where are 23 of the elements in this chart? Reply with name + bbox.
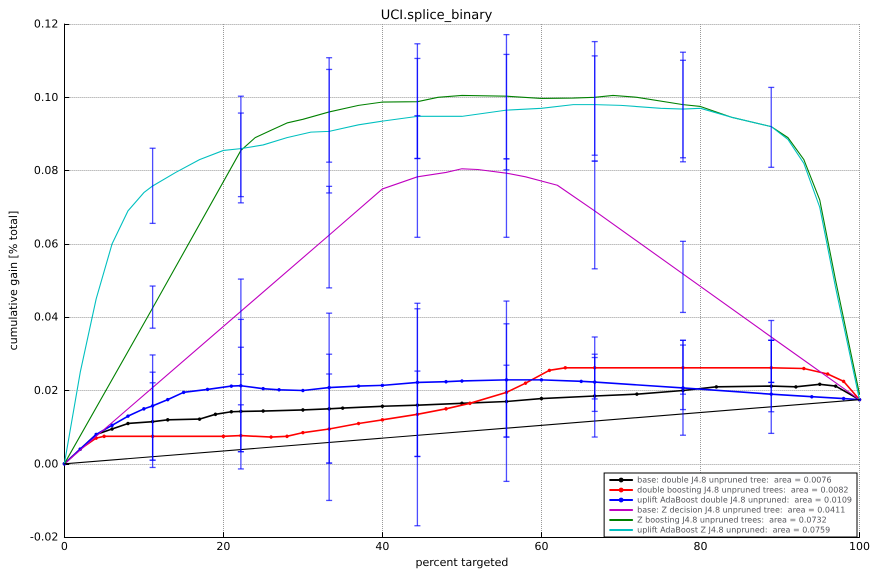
y-tick-label: 0.10 — [34, 90, 58, 104]
legend-label: double boosting J4.8 unpruned trees: area = 0.0082 — [637, 486, 849, 494]
legend-label: base: double J4.8 unpruned tree: area = 0.0076 — [637, 476, 832, 484]
y-tick-label: -0.02 — [30, 530, 58, 544]
y-tick-label: 0.06 — [34, 237, 58, 250]
x-tick-label: 40 — [375, 540, 390, 554]
x-tick-label: 80 — [693, 540, 708, 554]
y-tick-label: 0.12 — [34, 18, 58, 30]
y-tick-label: 0.04 — [34, 310, 58, 324]
x-axis-title: percent targeted — [416, 556, 508, 569]
legend-label: uplift AdaBoost Z J4.8 unpruned: area = 0.0759 — [637, 526, 830, 534]
x-tick-label: 60 — [534, 540, 548, 554]
y-tick-label: 0.08 — [34, 164, 58, 178]
x-tick-label: 20 — [216, 540, 230, 554]
x-tick-label: 100 — [849, 540, 870, 554]
y-tick-label: 0.00 — [34, 457, 58, 470]
y-tick-label: 0.02 — [34, 384, 58, 397]
legend-label: uplift AdaBoost double J4.8 unpruned: area = 0.0109 — [637, 496, 852, 504]
x-tick-label: 0 — [60, 540, 68, 554]
chart-title: UCI.splice_binary — [380, 8, 493, 23]
legend-label: base: Z decision J4.8 unpruned tree: area = 0.0411 — [637, 506, 846, 514]
y-axis-title: cumulative gain [% total] — [7, 210, 20, 350]
legend-label: Z boosting J4.8 unpruned trees: area = 0.0732 — [637, 516, 827, 524]
